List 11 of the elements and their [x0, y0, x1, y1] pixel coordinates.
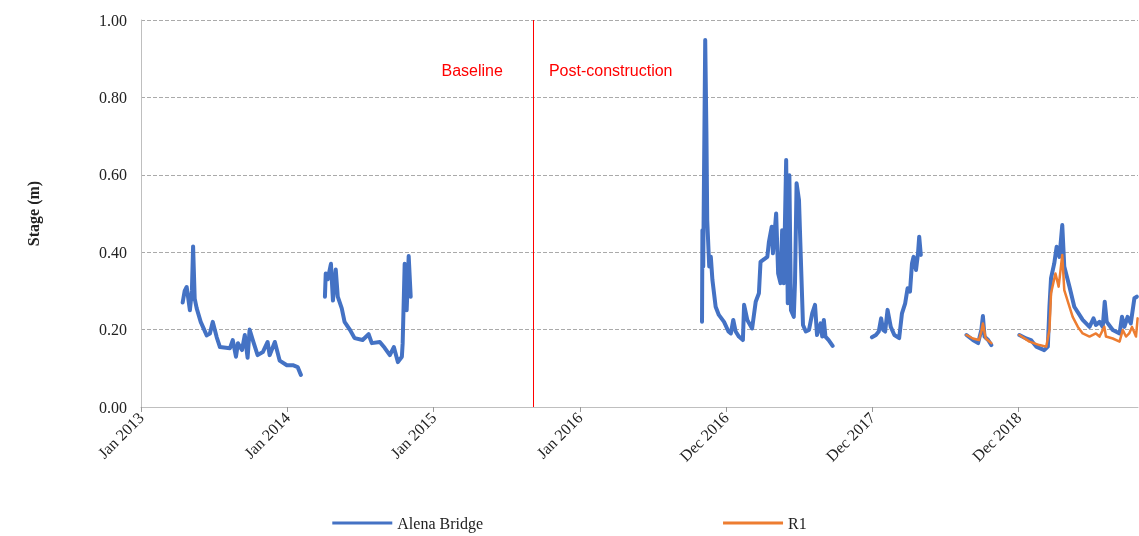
legend-label: R1	[788, 514, 807, 532]
annotation: Baseline	[441, 61, 504, 79]
annotation: Post-construction	[548, 61, 673, 79]
y-tick-label: 0.20	[99, 321, 127, 339]
y-tick-label: 0.80	[99, 88, 127, 106]
y-tick-label: 0.40	[99, 243, 127, 261]
y-axis-title: Stage (m)	[24, 180, 43, 247]
y-tick-label: 0.60	[99, 166, 127, 184]
legend-label: Alena Bridge	[397, 514, 484, 533]
y-tick-label: 1.00	[99, 11, 127, 29]
y-tick-label: 0.00	[99, 398, 127, 416]
